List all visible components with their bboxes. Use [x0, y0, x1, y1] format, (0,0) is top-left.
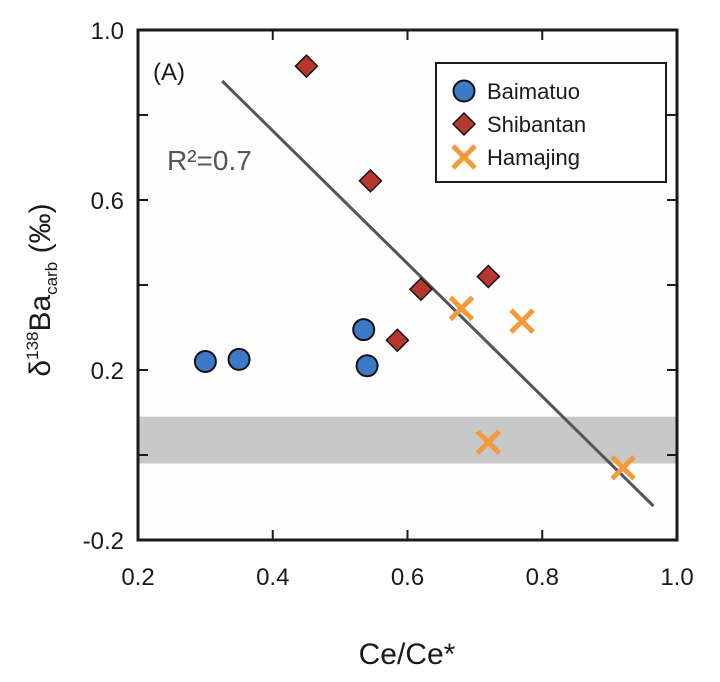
shibantan-point: [294, 54, 319, 79]
shibantan-point: [476, 264, 501, 289]
y-tick-label: 0.6: [91, 188, 124, 215]
shibantan-point: [408, 277, 434, 302]
x-tick-label: 1.0: [660, 564, 693, 591]
legend-items: Baimatuo Shibantan Hamajing: [451, 79, 586, 170]
panel-label: (A): [153, 59, 185, 86]
shibantan-point: [385, 328, 410, 353]
axis-ticks-layer: 0.2 0.4 0.6 0.8 1.0 -0.2 0.2 0.6 1.0: [83, 18, 694, 591]
hamajing-point: [475, 429, 502, 456]
legend-label-hamajing: Hamajing: [487, 145, 580, 170]
regression-label: R²=0.7: [167, 145, 252, 176]
hamajing-point: [610, 454, 636, 481]
baimatuo-point: [355, 354, 379, 378]
svg-text:δ138Bacarb (‰): δ138Bacarb (‰): [23, 203, 61, 376]
regression-line: [221, 79, 655, 508]
y-tick-label: 0.2: [91, 358, 124, 385]
hamajing-point: [448, 295, 475, 322]
x-tick-label: 0.8: [526, 564, 559, 591]
legend-marker-baimatuo: [452, 79, 476, 103]
shaded-band-layer: [138, 416, 677, 464]
baimatuo-point: [227, 347, 251, 371]
x-tick-label: 0.6: [391, 564, 424, 591]
legend: Baimatuo Shibantan Hamajing: [435, 62, 667, 183]
x-tick-label: 0.2: [121, 564, 154, 591]
y-axis-title: δ138Bacarb (‰): [23, 203, 61, 376]
y-axis-title-subscript: carb: [42, 262, 61, 295]
y-axis-title-superscript: 138: [23, 332, 42, 360]
baimatuo-point: [352, 318, 376, 342]
data-points-layer: [193, 54, 636, 481]
x-axis-title: Ce/Ce*: [359, 638, 456, 671]
series-baimatuo: [193, 318, 379, 378]
legend-marker-hamajing: [451, 144, 477, 170]
baimatuo-point: [193, 350, 217, 373]
hamajing-point: [509, 308, 535, 334]
series-shibantan: [294, 54, 501, 353]
legend-marker-shibantan: [451, 111, 477, 137]
y-axis-title-suffix: (‰): [24, 203, 57, 261]
y-tick-label: -0.2: [83, 528, 124, 555]
series-hamajing: [448, 295, 636, 481]
legend-label-baimatuo: Baimatuo: [487, 79, 580, 104]
shibantan-point: [358, 168, 383, 193]
y-tick-label: 1.0: [91, 18, 124, 45]
y-axis-title-prefix: δ: [24, 360, 57, 377]
shaded-band: [138, 416, 677, 464]
regression-layer: [221, 79, 655, 508]
legend-label-shibantan: Shibantan: [487, 112, 586, 137]
y-axis-title-main: Ba: [24, 295, 57, 332]
x-tick-label: 0.4: [256, 564, 289, 591]
